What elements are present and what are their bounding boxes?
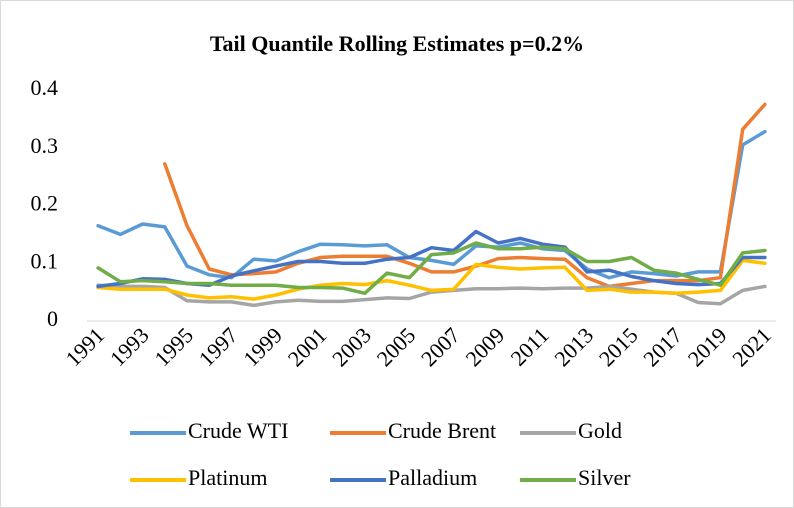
legend-label: Crude WTI: [188, 418, 288, 443]
series-line: [96, 258, 767, 301]
legend-label: Crude Brent: [388, 418, 496, 443]
legend-label: Platinum: [188, 465, 267, 490]
series-line: [96, 241, 767, 296]
y-tick-label: 0: [47, 306, 58, 331]
y-tick-label: 0.1: [31, 248, 59, 273]
legend-label: Palladium: [388, 465, 477, 490]
y-tick-label: 0.3: [31, 133, 59, 158]
series-line: [96, 129, 767, 280]
legend-label: Silver: [578, 465, 631, 490]
y-tick-label: 0.2: [31, 191, 59, 216]
y-tick-label: 0.4: [31, 75, 59, 100]
legend-label: Gold: [578, 418, 622, 443]
chart-title: Tail Quantile Rolling Estimates p=0.2%: [210, 31, 584, 56]
